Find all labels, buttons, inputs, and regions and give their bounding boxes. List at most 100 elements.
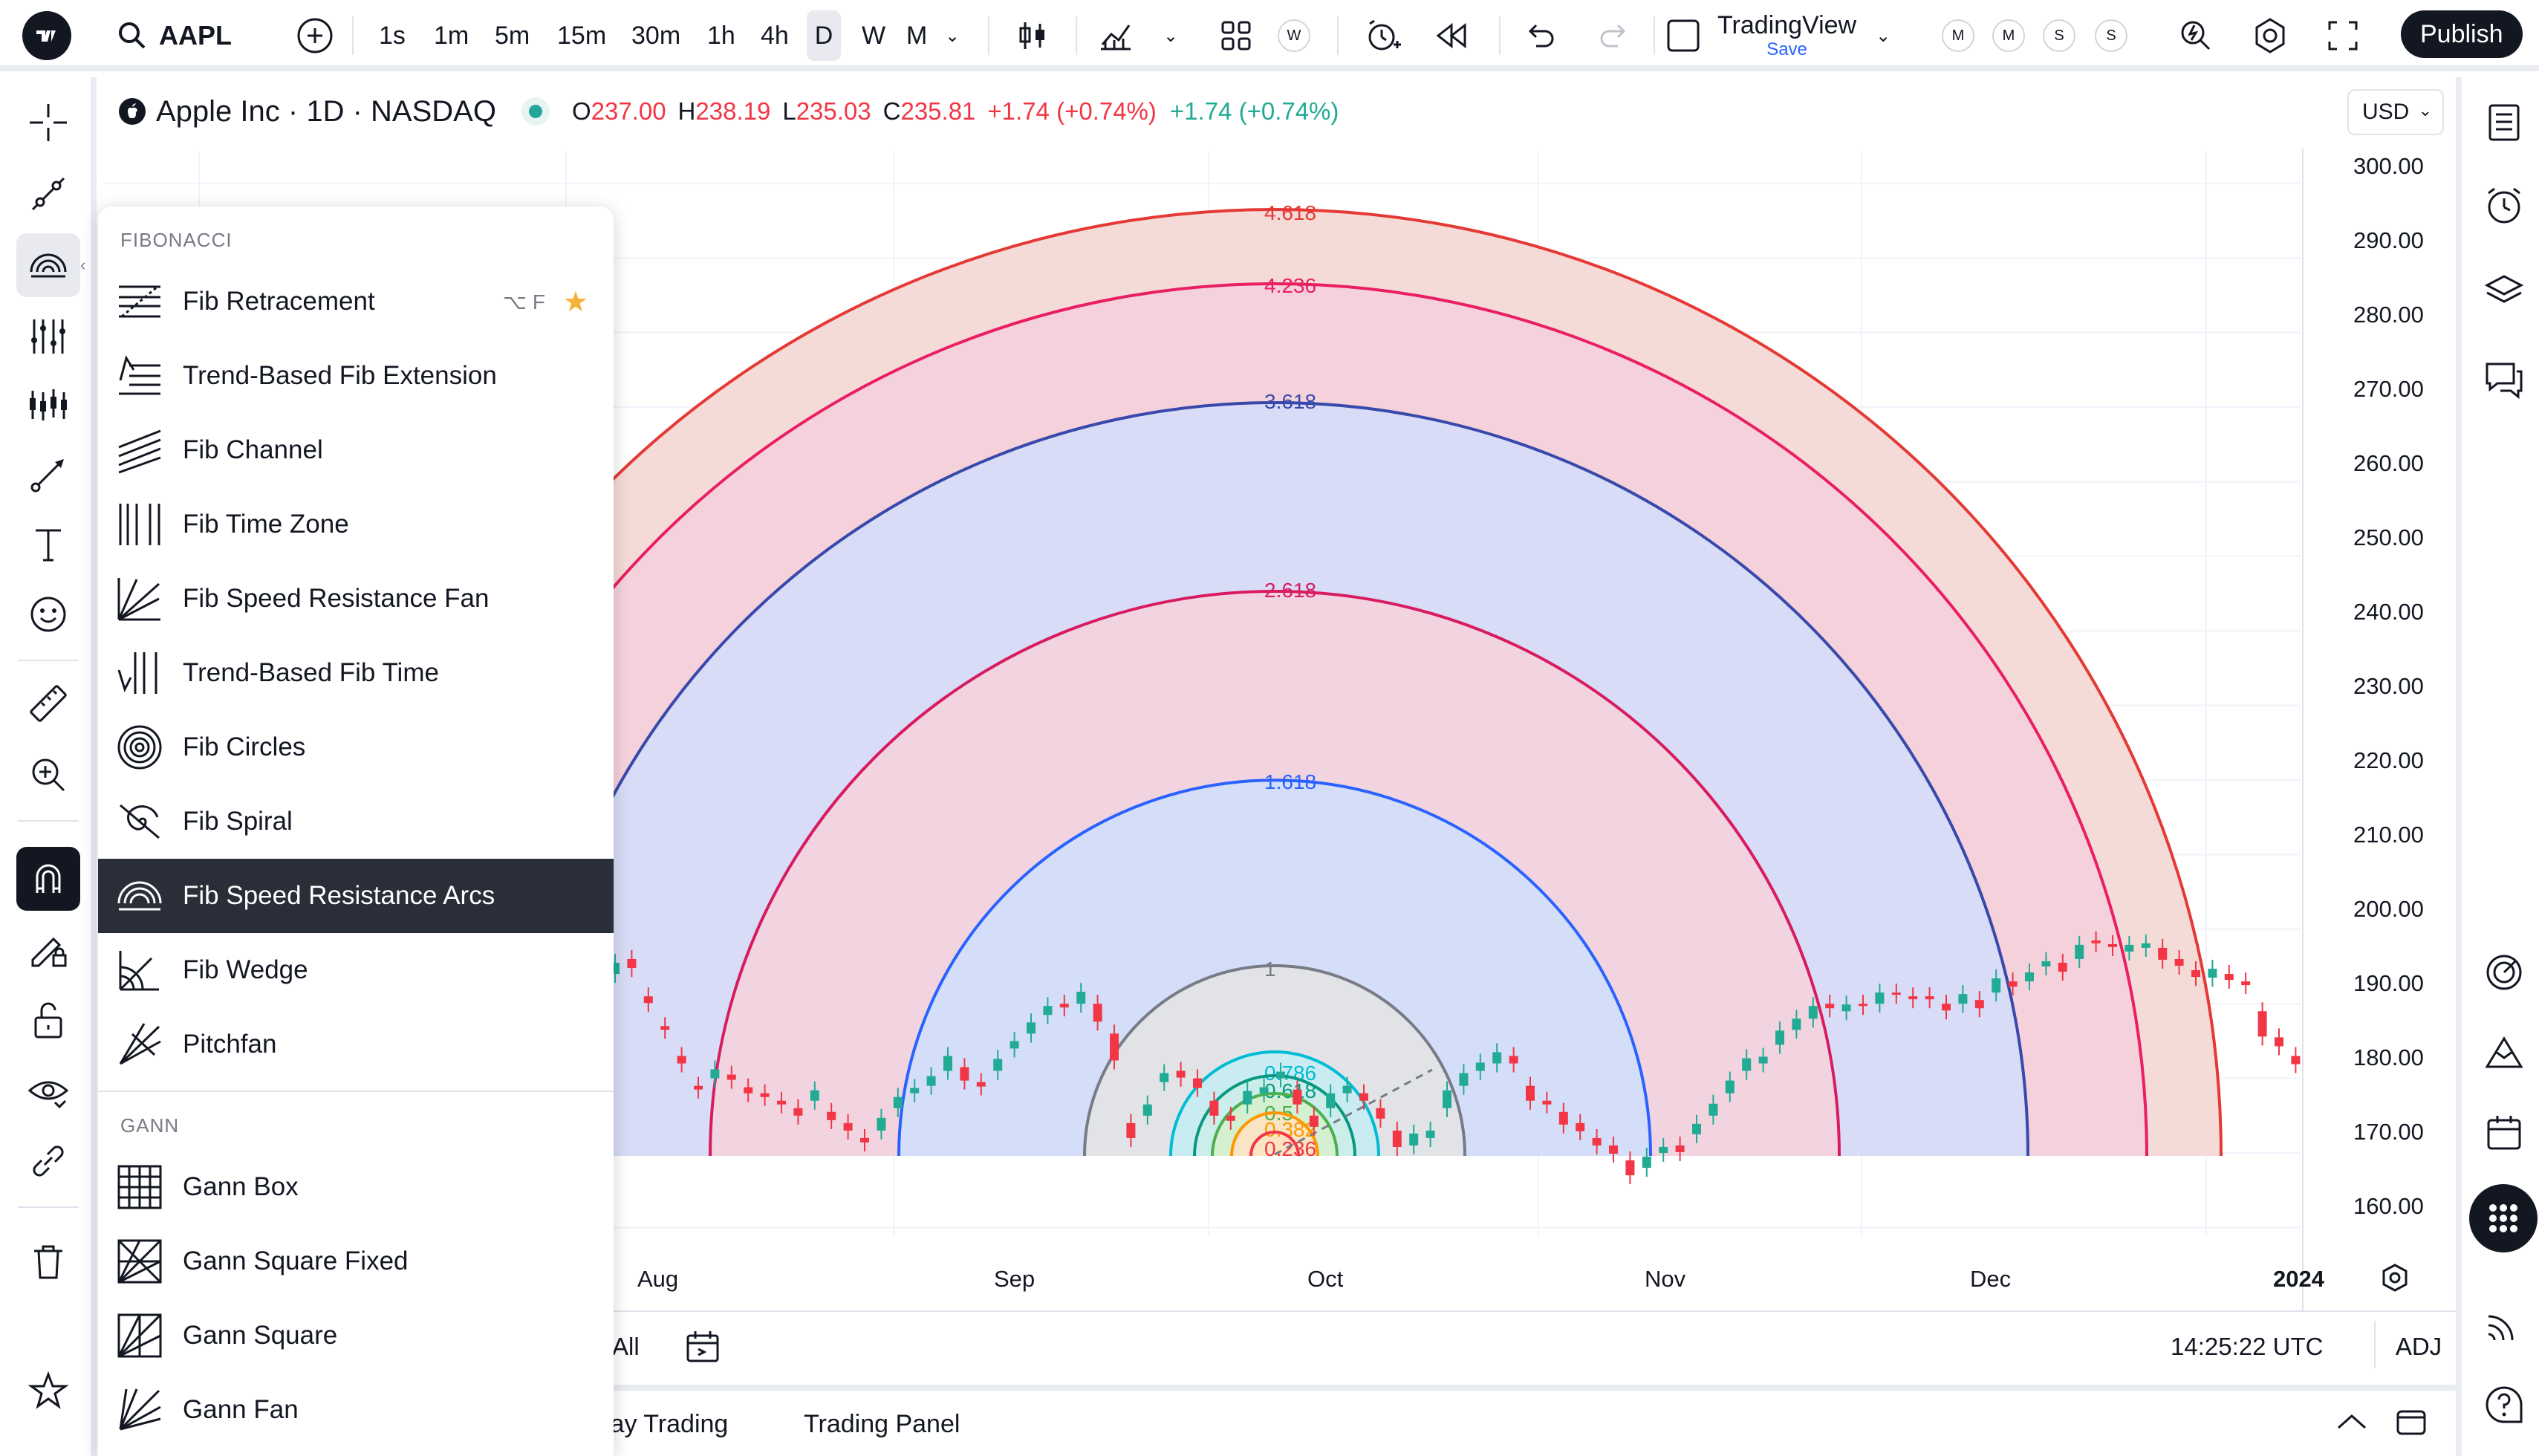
trend-line-tool[interactable] [16,162,80,226]
candle-body [726,1074,736,1080]
target-button[interactable] [2472,940,2536,1004]
account-pill-2[interactable]: M [1992,10,2025,61]
price-chart-canvas[interactable]: 4.6184.2363.6182.6181.61810.7860.6180.50… [103,77,2456,1385]
timeframe-m[interactable]: M [906,21,928,50]
emoji-tool[interactable] [16,582,80,646]
ideas-button[interactable] [2472,1021,2536,1085]
timeframe-1s[interactable]: 1s [379,21,406,50]
timeframe-dropdown-chevron-icon[interactable]: ⌄ [945,25,960,46]
panel-expand-button[interactable] [2331,1401,2373,1446]
range-all-button[interactable]: All [612,1333,640,1360]
fib-tools-button[interactable] [16,233,80,297]
undo-button[interactable] [1520,10,1561,61]
menu-item-gann-fan[interactable]: Gann Fan [98,1373,614,1447]
remove-drawings[interactable] [16,1230,80,1294]
adjust-data-button[interactable]: ADJ [2395,1333,2442,1360]
indicators-chevron-icon[interactable]: ⌄ [1163,25,1179,46]
timeframe-15m[interactable]: 15m [557,21,607,50]
menu-item-fib-spiral[interactable]: Fib Spiral [98,784,614,859]
account-pill-3[interactable]: S [2043,10,2075,61]
candle-body [893,1096,903,1108]
layout-select[interactable]: TradingView Save ⌄ [1662,10,1891,61]
fullscreen-button[interactable] [2322,10,2364,61]
eye-icon [27,1081,69,1109]
clock-utc[interactable]: 14:25:22 UTC [2171,1333,2324,1360]
menu-item-fib-wedge[interactable]: Fib Wedge [98,933,614,1007]
menu-item-fib-channel[interactable]: Fib Channel [98,413,614,487]
fib-arc-level-label: 3.618 [1264,390,1316,413]
forecast-tool[interactable] [16,373,80,437]
menu-item-gann-box[interactable]: Gann Box [98,1150,614,1224]
market-status-dot[interactable] [528,105,542,118]
timeframe-4h[interactable]: 4h [761,21,789,50]
watchlist-button[interactable] [2472,91,2536,155]
layout-grid-button[interactable] [1215,10,1257,61]
timeframe-5m[interactable]: 5m [495,21,530,50]
alerts-button[interactable] [2472,174,2536,238]
timeframe-1m[interactable]: 1m [434,21,469,50]
products-menu-button[interactable] [2469,1184,2538,1252]
menu-item-fib-fan[interactable]: Fib Speed Resistance Fan [98,562,614,636]
text-tool[interactable] [16,513,80,576]
candle-body [2275,1037,2283,1047]
hide-drawings[interactable] [16,1059,80,1123]
tradingview-logo-icon[interactable] [22,10,71,61]
lock-all-drawings[interactable] [16,988,80,1052]
settings-button[interactable] [2249,10,2291,61]
crosshair-tool[interactable] [16,91,80,155]
drawing-toolbar: ‹ [0,77,97,1456]
symbol-title[interactable]: Apple Inc · 1D · NASDAQ [156,94,496,128]
arrow-tool[interactable] [16,443,80,507]
menu-item-trend-fib-extension[interactable]: Trend-Based Fib Extension [98,339,614,413]
help-button[interactable] [2472,1373,2536,1437]
menu-item-fib-retracement[interactable]: Fib Retracement ⌥ F ★ [98,264,614,339]
calendar-button[interactable] [2472,1101,2536,1165]
lock-drawing-mode[interactable] [16,917,80,981]
account-pill-4[interactable]: S [2095,10,2127,61]
candles-icon [1019,22,1044,49]
timeframe-w[interactable]: W [862,21,886,50]
fib-tools-collapse-chevron-icon[interactable]: ‹ [80,256,86,274]
measure-tool[interactable] [16,672,80,735]
timeframe-d[interactable]: D [807,10,841,61]
menu-item-gann-square[interactable]: Gann Square [98,1299,614,1373]
panel-maximize-button[interactable] [2390,1401,2432,1446]
sync-drawings[interactable] [16,1129,80,1193]
templates-badge[interactable]: W [1278,10,1310,61]
favorite-star-icon[interactable]: ★ [562,286,588,318]
candle-body [1908,996,1918,1000]
alert-button[interactable] [1362,10,1404,61]
goto-date-button[interactable] [682,1327,724,1372]
patterns-tool[interactable] [16,305,80,368]
menu-item-trend-fib-time[interactable]: Trend-Based Fib Time [98,636,614,710]
favorites-tool[interactable] [16,1359,80,1423]
object-tree-button[interactable] [2472,260,2536,324]
quick-search-button[interactable] [2175,10,2217,61]
streams-button[interactable] [2472,1293,2536,1356]
compare-symbol-button[interactable] [294,10,336,61]
magnet-mode-button[interactable] [16,847,80,911]
indicators-button[interactable] [1095,10,1137,61]
redo-button[interactable] [1593,10,1634,61]
replay-button[interactable] [1431,10,1472,61]
symbol-search[interactable]: AAPL [111,10,232,61]
timeframe-30m[interactable]: 30m [631,21,681,50]
chats-button[interactable] [2472,346,2536,410]
candle-style-button[interactable] [1012,10,1053,61]
tab-replay-trading[interactable]: lay Trading [605,1410,729,1438]
currency-select[interactable]: USD ⌄ [2347,89,2444,135]
axis-settings-button[interactable] [2379,1261,2411,1298]
menu-item-pitchfan[interactable]: Pitchfan [98,1007,614,1082]
fib-arc-level-label: 1.618 [1264,770,1316,793]
menu-item-fib-speed-resistance-arcs[interactable]: Fib Speed Resistance Arcs [98,859,614,933]
menu-item-fib-time-zone[interactable]: Fib Time Zone [98,487,614,562]
zoom-tool[interactable] [16,743,80,807]
candle-body [810,1090,819,1101]
publish-button[interactable]: Publish [2401,10,2523,58]
menu-item-gann-square-fixed[interactable]: Gann Square Fixed [98,1224,614,1299]
timeframe-1h[interactable]: 1h [707,21,735,50]
gann-square-icon [111,1307,168,1364]
account-pill-1[interactable]: M [1942,10,1974,61]
tab-trading-panel[interactable]: Trading Panel [804,1410,960,1438]
menu-item-fib-circles[interactable]: Fib Circles [98,710,614,784]
